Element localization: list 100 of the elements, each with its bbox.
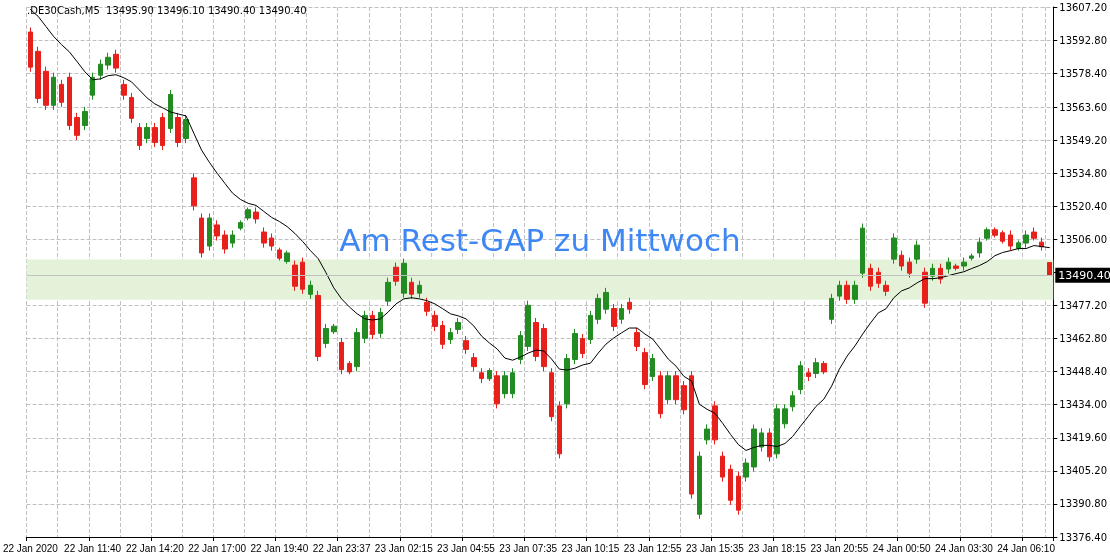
candlestick — [720, 451, 725, 483]
candlestick — [782, 403, 788, 429]
candlestick — [580, 333, 585, 359]
candlestick — [424, 297, 430, 317]
candlestick — [961, 257, 967, 272]
candlestick — [471, 352, 477, 372]
candlestick — [1047, 261, 1052, 276]
candlestick — [525, 300, 531, 352]
y-tick-label: 13462.80 — [1059, 333, 1107, 345]
x-tick-label: 23 Jan 12:55 — [623, 542, 683, 554]
candlestick — [253, 206, 259, 225]
y-tick-label: 13520.40 — [1059, 200, 1107, 212]
x-tick-label: 22 Jan 19:40 — [250, 542, 309, 554]
candlestick — [883, 280, 889, 297]
candlestick — [767, 427, 772, 462]
y-tick-label: 13592.80 — [1059, 34, 1107, 46]
y-tick-label: 13405.20 — [1059, 465, 1107, 477]
candlestick — [121, 79, 127, 101]
candlestick — [728, 464, 733, 506]
x-tick-label: 22 Jan 11:40 — [64, 542, 122, 554]
candlestick — [207, 212, 212, 252]
candlestick — [455, 317, 461, 335]
candlestick — [494, 370, 500, 409]
candlestick — [28, 26, 33, 73]
candlestick — [876, 267, 881, 289]
y-tick-label: 13390.80 — [1059, 498, 1107, 510]
candlestick — [261, 226, 267, 249]
candlestick — [572, 328, 578, 365]
candlestick — [67, 72, 72, 131]
candlestick — [673, 370, 679, 405]
candlestick — [105, 52, 111, 71]
x-tick-label: 23 Jan 20:55 — [810, 542, 869, 554]
candlestick — [1008, 229, 1013, 252]
candlestick — [510, 367, 515, 399]
candlestick — [168, 89, 173, 134]
candlestick — [1023, 229, 1029, 249]
y-tick-label: 13506.00 — [1059, 233, 1107, 245]
candlestick — [137, 122, 142, 151]
x-tick-label: 23 Jan 02:15 — [374, 542, 434, 554]
x-tick-label: 23 Jan 15:35 — [686, 542, 745, 554]
y-tick-label: 13448.40 — [1059, 366, 1107, 378]
candlestick — [175, 112, 181, 148]
candlestick — [829, 293, 834, 325]
candlestick — [681, 380, 687, 415]
candlestick — [59, 79, 64, 108]
x-tick-label: 22 Jan 2020 — [2, 542, 59, 554]
x-tick-label: 23 Jan 07:35 — [499, 542, 558, 554]
y-tick-label: 13607.20 — [1059, 1, 1107, 13]
candlestick — [432, 310, 438, 332]
candlestick — [922, 267, 928, 309]
x-tick-label: 24 Jan 03:30 — [934, 542, 994, 554]
x-tick-label: 23 Jan 04:55 — [437, 542, 496, 554]
x-tick-label: 22 Jan 14:20 — [125, 542, 185, 554]
candlestick — [790, 390, 795, 412]
candlestick — [1016, 240, 1021, 252]
candlestick — [588, 310, 593, 345]
candlestick — [370, 310, 375, 340]
band-label: Am Rest-GAP zu Mittwoch — [339, 222, 741, 259]
candlestick — [191, 172, 197, 211]
candlestick — [806, 367, 811, 382]
candlestick — [860, 223, 865, 279]
candlestick — [759, 427, 764, 453]
candlestick — [238, 219, 243, 231]
candlestick — [518, 330, 523, 365]
candlestick — [627, 297, 632, 315]
candlestick — [557, 400, 562, 459]
candlestick — [969, 253, 974, 262]
candlestick — [385, 277, 391, 307]
candlestick — [90, 72, 95, 101]
candlestick — [245, 206, 251, 221]
x-tick-label: 22 Jan 23:37 — [312, 542, 371, 554]
candlestick — [315, 290, 321, 362]
candlestick — [743, 457, 749, 483]
candlestick — [697, 451, 702, 520]
candlestick — [487, 367, 492, 382]
candlestick — [152, 122, 158, 148]
candlestick — [774, 403, 780, 459]
candlestick — [914, 240, 920, 265]
candlestick — [907, 257, 912, 279]
candlestick — [393, 262, 399, 287]
x-tick-label: 24 Jan 00:50 — [872, 542, 931, 554]
candlestick — [611, 303, 617, 332]
candlestick — [930, 263, 935, 282]
candlestick — [891, 232, 897, 265]
candlestick — [160, 112, 165, 151]
candlestick — [222, 229, 228, 255]
candlestick — [339, 337, 344, 375]
candlestick — [323, 323, 329, 349]
x-tick-label: 23 Jan 10:15 — [561, 542, 620, 554]
y-tick-label: 13477.20 — [1059, 300, 1107, 312]
candlestick — [300, 257, 305, 295]
candlestick — [736, 471, 741, 516]
candlestick — [448, 327, 453, 345]
candlestick — [401, 258, 407, 299]
x-tick-label: 22 Jan 17:00 — [188, 542, 247, 554]
candlestick — [354, 327, 360, 372]
candlestick — [378, 307, 383, 339]
candlestick — [199, 212, 204, 259]
candlestick — [595, 293, 601, 325]
candlestick — [144, 122, 150, 144]
